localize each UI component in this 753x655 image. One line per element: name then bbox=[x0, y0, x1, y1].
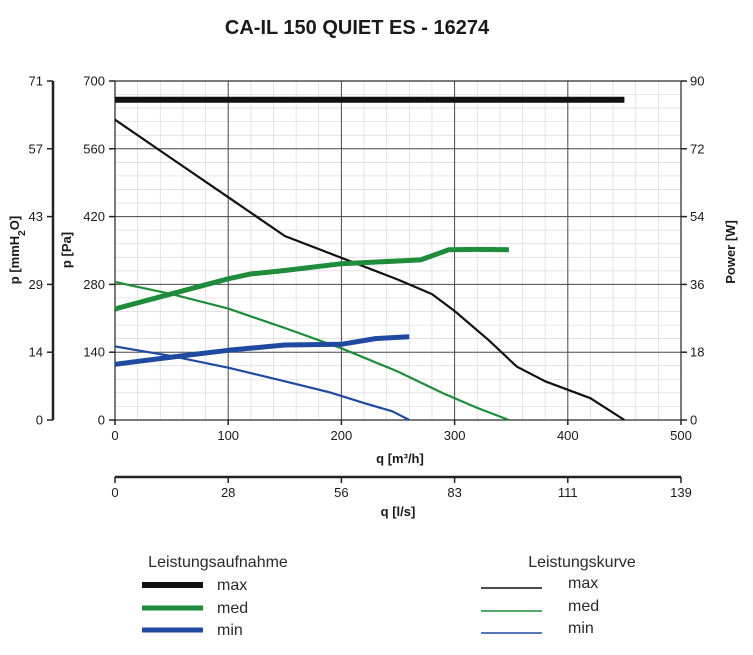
y-tick-label: 280 bbox=[83, 277, 105, 292]
x-tick-label: 400 bbox=[557, 428, 579, 443]
series-layer bbox=[114, 96, 625, 422]
legend-power-title: Leistungsaufnahme bbox=[148, 554, 288, 571]
y-tick-label: 420 bbox=[83, 209, 105, 224]
x-tick-label: 300 bbox=[444, 428, 466, 443]
x-tick-label: 500 bbox=[670, 428, 692, 443]
x2-tick-label: 139 bbox=[670, 485, 692, 500]
y-tick-label: 0 bbox=[98, 413, 105, 428]
y-outer-tick-label: 71 bbox=[29, 74, 43, 89]
y-right-tick-label: 72 bbox=[690, 141, 704, 156]
legend-curve-items: max med min bbox=[481, 575, 599, 637]
plot-frame bbox=[114, 80, 682, 421]
y-right-tick-label: 36 bbox=[690, 277, 704, 292]
y-tick-label: 700 bbox=[83, 74, 105, 89]
x2-tick-label: 111 bbox=[558, 485, 578, 500]
series-curve-med bbox=[114, 280, 510, 422]
x-tick-label: 100 bbox=[217, 428, 239, 443]
y-outer-tick-label: 29 bbox=[29, 277, 43, 292]
x2-axis-label: q [l/s] bbox=[381, 504, 416, 519]
y-outer-axis-label: p [mmH2O] bbox=[7, 216, 28, 284]
y-outer-tick-label: 57 bbox=[29, 141, 43, 156]
legend: Leistungsaufnahme Leistungskurve maxmedm… bbox=[142, 554, 636, 639]
legend-power-label-med: med bbox=[217, 600, 248, 617]
series-power-med bbox=[114, 246, 509, 312]
y-right-tick-label: 18 bbox=[690, 345, 704, 360]
y-right-axis-label: Power [W] bbox=[723, 220, 738, 284]
x2-tick-label: 56 bbox=[334, 485, 348, 500]
legend-power-items: max med min bbox=[142, 577, 248, 639]
series-power-min bbox=[114, 334, 410, 367]
x2-tick-label: 0 bbox=[111, 485, 118, 500]
legend-curve-label-med: med bbox=[568, 598, 599, 615]
legend-curve-label-min: min bbox=[568, 620, 594, 637]
y-axis-label: p [Pa] bbox=[59, 232, 74, 268]
y-right-tick-label: 54 bbox=[690, 209, 704, 224]
legend-power-label-min: min bbox=[217, 622, 243, 639]
x-axis-label: q [m³/h] bbox=[376, 451, 424, 466]
legend-power-label-max: max bbox=[217, 577, 247, 594]
y-tick-label: 560 bbox=[83, 141, 105, 156]
legend-curve-label-max: max bbox=[568, 575, 598, 592]
x-tick-label: 0 bbox=[111, 428, 118, 443]
y-right-tick-label: 0 bbox=[690, 413, 697, 428]
y-outer-tick-label: 14 bbox=[29, 345, 43, 360]
y-right-tick-label: 90 bbox=[690, 74, 704, 89]
series-curve-max bbox=[114, 118, 625, 421]
y-tick-label: 140 bbox=[83, 345, 105, 360]
x2-tick-label: 83 bbox=[447, 485, 461, 500]
y-outer-tick-label: 0 bbox=[36, 413, 43, 428]
grid bbox=[114, 80, 682, 421]
chart-title: CA-IL 150 QUIET ES - 16274 bbox=[225, 17, 490, 39]
x2-tick-label: 28 bbox=[221, 485, 235, 500]
y-outer-tick-label: 43 bbox=[29, 209, 43, 224]
x-tick-label: 200 bbox=[331, 428, 353, 443]
axes bbox=[47, 80, 687, 483]
legend-curve-title: Leistungskurve bbox=[528, 554, 636, 571]
